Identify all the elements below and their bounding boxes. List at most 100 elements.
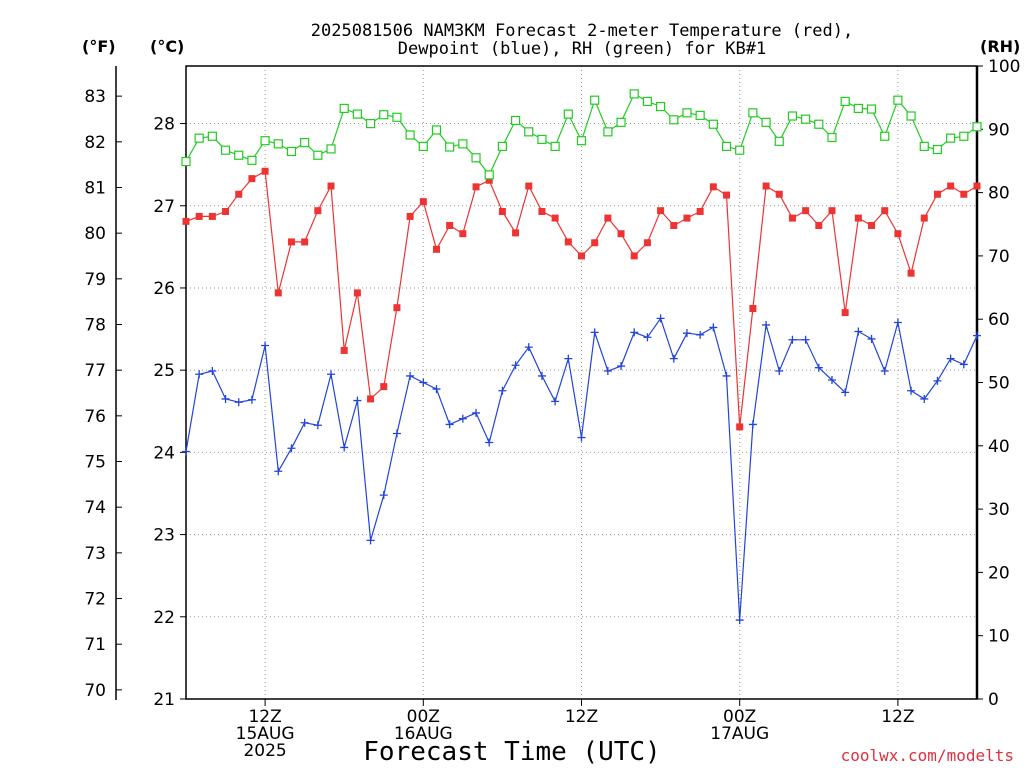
unit-label-c: (°C) (150, 37, 184, 56)
rh-point (510, 115, 521, 126)
rh-point (840, 96, 850, 107)
tick-label-f: 72 (84, 590, 106, 610)
dewpoint-point (287, 444, 296, 453)
dewpoint-point (709, 323, 718, 332)
dewpoint-point (195, 370, 204, 379)
rh-point (273, 139, 283, 149)
dewpoint-point (841, 388, 850, 397)
rh-point (194, 133, 204, 143)
dewpoint-point (748, 420, 757, 429)
temperature-point (274, 289, 282, 297)
rh-point (445, 142, 455, 152)
temperature-point (195, 212, 203, 220)
temperature-point (538, 208, 546, 216)
rh-point (405, 130, 415, 140)
rh-point (418, 141, 428, 151)
rh-point (484, 170, 494, 180)
tick-label-rh: 60 (988, 310, 1010, 330)
x-tick-label: 17AUG (710, 724, 769, 744)
rh-point (300, 137, 310, 148)
rh-point (260, 136, 270, 146)
dewpoint-point (617, 362, 626, 371)
temperature-point (960, 190, 968, 198)
temperature-point (802, 207, 810, 215)
tick-label-c: 25 (153, 361, 175, 381)
temperature-point (947, 182, 955, 190)
dewpoint-point (775, 366, 784, 375)
dewpoint-point (907, 386, 916, 395)
temperature-point (261, 167, 269, 175)
temperature-point (709, 183, 717, 191)
dewpoint-point (880, 366, 889, 375)
series-temperature (182, 167, 981, 431)
credit-label: coolwx.com/modelts (841, 746, 1014, 765)
tick-label-f: 74 (84, 498, 106, 518)
rh-point (220, 145, 231, 155)
dewpoint-point (458, 414, 467, 423)
temperature-point (406, 212, 414, 220)
axes (115, 65, 983, 706)
rh-point (326, 144, 336, 154)
dewpoint-point (537, 371, 546, 380)
temperature-point (868, 221, 876, 229)
rh-point (708, 119, 718, 129)
x-tick-label: 2025 (243, 741, 286, 761)
dewpoint-point (353, 396, 362, 405)
x-tick-label: 00Z (723, 707, 756, 727)
temperature-point (314, 207, 322, 215)
chart-title-line2: Dewpoint (blue), RH (green) for KB#1 (398, 39, 766, 59)
rh-point (774, 136, 784, 146)
rh-point (590, 95, 600, 105)
temperature-point (182, 217, 190, 225)
temperature-point (907, 269, 915, 277)
dewpoint-point (577, 433, 586, 442)
temperature-point (617, 230, 625, 238)
temperature-point (591, 239, 599, 247)
rh-point (563, 109, 573, 119)
dewpoint-point (867, 334, 876, 343)
tick-label-c: 22 (153, 608, 175, 628)
rh-point (392, 112, 402, 122)
tick-label-rh: 40 (988, 437, 1010, 457)
dewpoint-point (432, 385, 441, 394)
series-layer (181, 89, 982, 625)
tick-label-c: 23 (153, 526, 175, 546)
rh-point (946, 133, 956, 143)
temperature-point (485, 176, 493, 184)
tick-label-rh: 100 (988, 57, 1020, 77)
tick-label-f: 78 (84, 315, 106, 335)
dewpoint-point (247, 395, 256, 404)
rh-point (682, 108, 692, 118)
dewpoint-point (656, 314, 665, 323)
temperature-point (208, 212, 216, 220)
dewpoint-point (485, 438, 494, 447)
series-dewpoint (182, 314, 981, 625)
temperature-point (643, 239, 651, 247)
temperature-point (683, 214, 691, 222)
grid-lines (186, 66, 977, 699)
temperature-point (881, 207, 889, 215)
temperature-point (459, 230, 467, 238)
temperature-point (696, 208, 704, 216)
tick-label-c: 21 (153, 690, 175, 710)
tick-label-f: 80 (84, 224, 106, 244)
temperature-point (815, 221, 823, 229)
rh-point (932, 144, 943, 155)
dewpoint-point (524, 343, 533, 352)
rh-point (431, 125, 442, 135)
tick-label-f: 73 (84, 544, 106, 564)
dewpoint-point (340, 443, 349, 452)
temperature-point (604, 214, 612, 222)
tick-label-rh: 50 (988, 374, 1010, 394)
temperature-point (446, 221, 454, 229)
temperature-point (248, 175, 256, 183)
rh-point (801, 114, 811, 124)
rh-point (339, 103, 349, 114)
dewpoint-point (327, 370, 336, 379)
temperature-point (353, 289, 361, 297)
dewpoint-point (313, 421, 322, 430)
dewpoint-point (261, 341, 270, 350)
tick-label-rh: 0 (988, 690, 999, 710)
temperature-point (657, 207, 665, 215)
